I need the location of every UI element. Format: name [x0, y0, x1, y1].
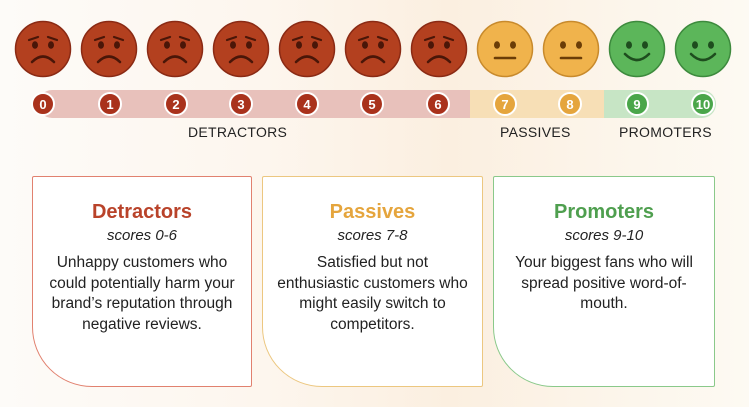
sad-face-icon — [80, 20, 138, 78]
passives-title: Passives — [329, 201, 416, 223]
score-1: 1 — [98, 92, 122, 116]
score-5: 5 — [360, 92, 384, 116]
promoters-subtitle: scores 9-10 — [564, 227, 644, 244]
score-0: 0 — [31, 92, 55, 116]
sad-face-icon — [344, 20, 402, 78]
promoters-card: Promoters scores 9-10 Your biggest fans … — [493, 176, 715, 387]
passives-card: Passives scores 7-8 Satisfied but not en… — [262, 176, 483, 387]
neutral-face-icon — [476, 20, 534, 78]
detractors-subtitle: scores 0-6 — [106, 227, 178, 244]
promoters-title: Promoters — [553, 201, 655, 223]
sad-face-icon — [212, 20, 270, 78]
promoters-description: Your biggest fans who will spread positi… — [515, 254, 693, 312]
detractors-description: Unhappy customers who could potentially … — [49, 254, 235, 333]
sad-face-icon — [410, 20, 468, 78]
nps-scale: 0 1 2 3 4 5 6 7 8 9 10 DETRACTORS PASSIVES PROMOTE… — [0, 0, 749, 160]
passives-band — [470, 90, 604, 118]
score-2: 2 — [164, 92, 188, 116]
detractors-label: DETRACTORS — [188, 124, 288, 140]
sad-face-icon — [14, 20, 72, 78]
happy-face-icon — [608, 20, 666, 78]
promoters-label: PROMOTERS — [619, 124, 712, 140]
sad-face-icon — [146, 20, 204, 78]
happy-face-icon — [674, 20, 732, 78]
score-4: 4 — [295, 92, 319, 116]
sad-face-icon — [278, 20, 336, 78]
score-9: 9 — [625, 92, 649, 116]
score-8: 8 — [558, 92, 582, 116]
score-3: 3 — [229, 92, 253, 116]
score-6: 6 — [426, 92, 450, 116]
passives-description: Satisfied but not enthusiastic customers… — [277, 254, 468, 333]
detractors-card: Detractors scores 0-6 Unhappy customers … — [32, 176, 252, 387]
passives-subtitle: scores 7-8 — [337, 227, 408, 244]
detractors-title: Detractors — [91, 201, 193, 223]
passives-label: PASSIVES — [500, 124, 571, 140]
score-7: 7 — [493, 92, 517, 116]
score-10: 10 — [691, 92, 715, 116]
neutral-face-icon — [542, 20, 600, 78]
